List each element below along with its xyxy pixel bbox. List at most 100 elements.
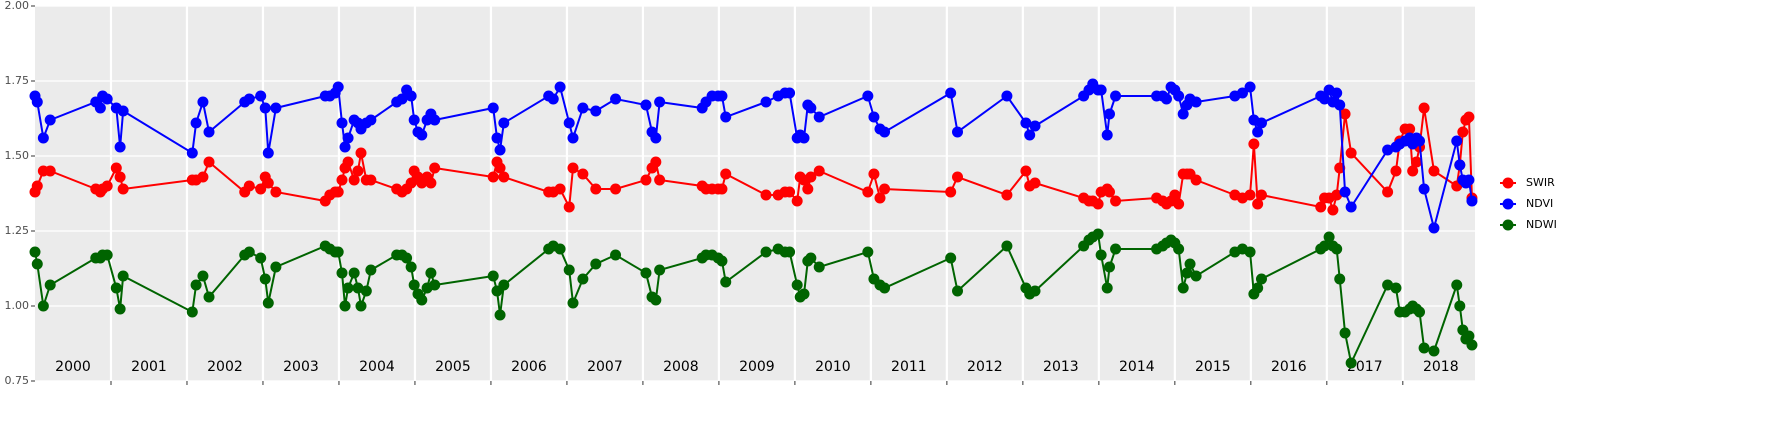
point	[610, 249, 622, 261]
point	[29, 246, 41, 258]
point	[760, 189, 772, 201]
point	[590, 258, 602, 270]
point	[243, 246, 255, 258]
point	[336, 174, 348, 186]
point	[255, 183, 267, 195]
point	[101, 249, 113, 261]
point	[813, 261, 825, 273]
point	[425, 267, 437, 279]
point	[348, 174, 360, 186]
year-label: 2018	[1423, 359, 1459, 375]
point	[408, 114, 420, 126]
point	[1334, 99, 1346, 111]
point	[491, 132, 503, 144]
point	[640, 99, 652, 111]
point	[1184, 258, 1196, 270]
point	[114, 171, 126, 183]
point	[396, 93, 408, 105]
point	[1345, 201, 1357, 213]
point	[567, 162, 579, 174]
point	[1345, 357, 1357, 369]
point	[1414, 306, 1426, 318]
point	[1244, 189, 1256, 201]
year-label: 2001	[131, 359, 167, 375]
point	[650, 156, 662, 168]
year-label: 2010	[815, 359, 851, 375]
point	[784, 186, 796, 198]
point	[429, 279, 441, 291]
point	[1173, 90, 1185, 102]
point	[590, 105, 602, 117]
point	[874, 192, 886, 204]
point	[610, 183, 622, 195]
year-label: 2013	[1043, 359, 1079, 375]
point	[243, 180, 255, 192]
point	[720, 111, 732, 123]
point	[640, 174, 652, 186]
point	[945, 186, 957, 198]
point	[186, 306, 198, 318]
point	[590, 183, 602, 195]
year-label: 2008	[663, 359, 699, 375]
point	[1190, 174, 1202, 186]
point	[498, 171, 510, 183]
point	[1331, 243, 1343, 255]
point	[197, 96, 209, 108]
legend-label: NDWI	[1526, 218, 1557, 231]
point	[554, 183, 566, 195]
point	[547, 93, 559, 105]
point	[654, 174, 666, 186]
point	[1319, 240, 1331, 252]
point	[1252, 126, 1264, 138]
point	[879, 183, 891, 195]
point	[784, 87, 796, 99]
point	[650, 132, 662, 144]
point	[352, 165, 364, 177]
point	[640, 267, 652, 279]
point	[114, 303, 126, 315]
year-label: 2005	[435, 359, 471, 375]
point	[760, 96, 772, 108]
point	[270, 102, 282, 114]
point	[1339, 186, 1351, 198]
point	[945, 252, 957, 264]
y-tick-label: 1.00	[5, 299, 30, 312]
point	[494, 309, 506, 321]
point	[197, 270, 209, 282]
point	[791, 195, 803, 207]
point	[610, 93, 622, 105]
point	[1001, 189, 1013, 201]
legend-label: SWIR	[1526, 176, 1555, 189]
y-tick-label: 1.50	[5, 149, 30, 162]
point	[1020, 165, 1032, 177]
point	[1101, 282, 1113, 294]
point	[1244, 81, 1256, 93]
point	[1092, 198, 1104, 210]
point	[716, 255, 728, 267]
point	[1404, 123, 1416, 135]
point	[262, 147, 274, 159]
point	[554, 243, 566, 255]
point	[1390, 282, 1402, 294]
point	[365, 264, 377, 276]
point	[952, 171, 964, 183]
point	[952, 285, 964, 297]
point	[1110, 195, 1122, 207]
point	[339, 300, 351, 312]
point	[798, 132, 810, 144]
year-label: 2007	[587, 359, 623, 375]
point	[577, 168, 589, 180]
point	[577, 102, 589, 114]
point	[1236, 87, 1248, 99]
point	[1252, 282, 1264, 294]
point	[1255, 273, 1267, 285]
point	[1169, 189, 1181, 201]
point	[716, 183, 728, 195]
point	[498, 117, 510, 129]
year-label: 2000	[55, 359, 91, 375]
point	[255, 90, 267, 102]
point	[1001, 90, 1013, 102]
point	[487, 270, 499, 282]
point	[1428, 222, 1440, 234]
